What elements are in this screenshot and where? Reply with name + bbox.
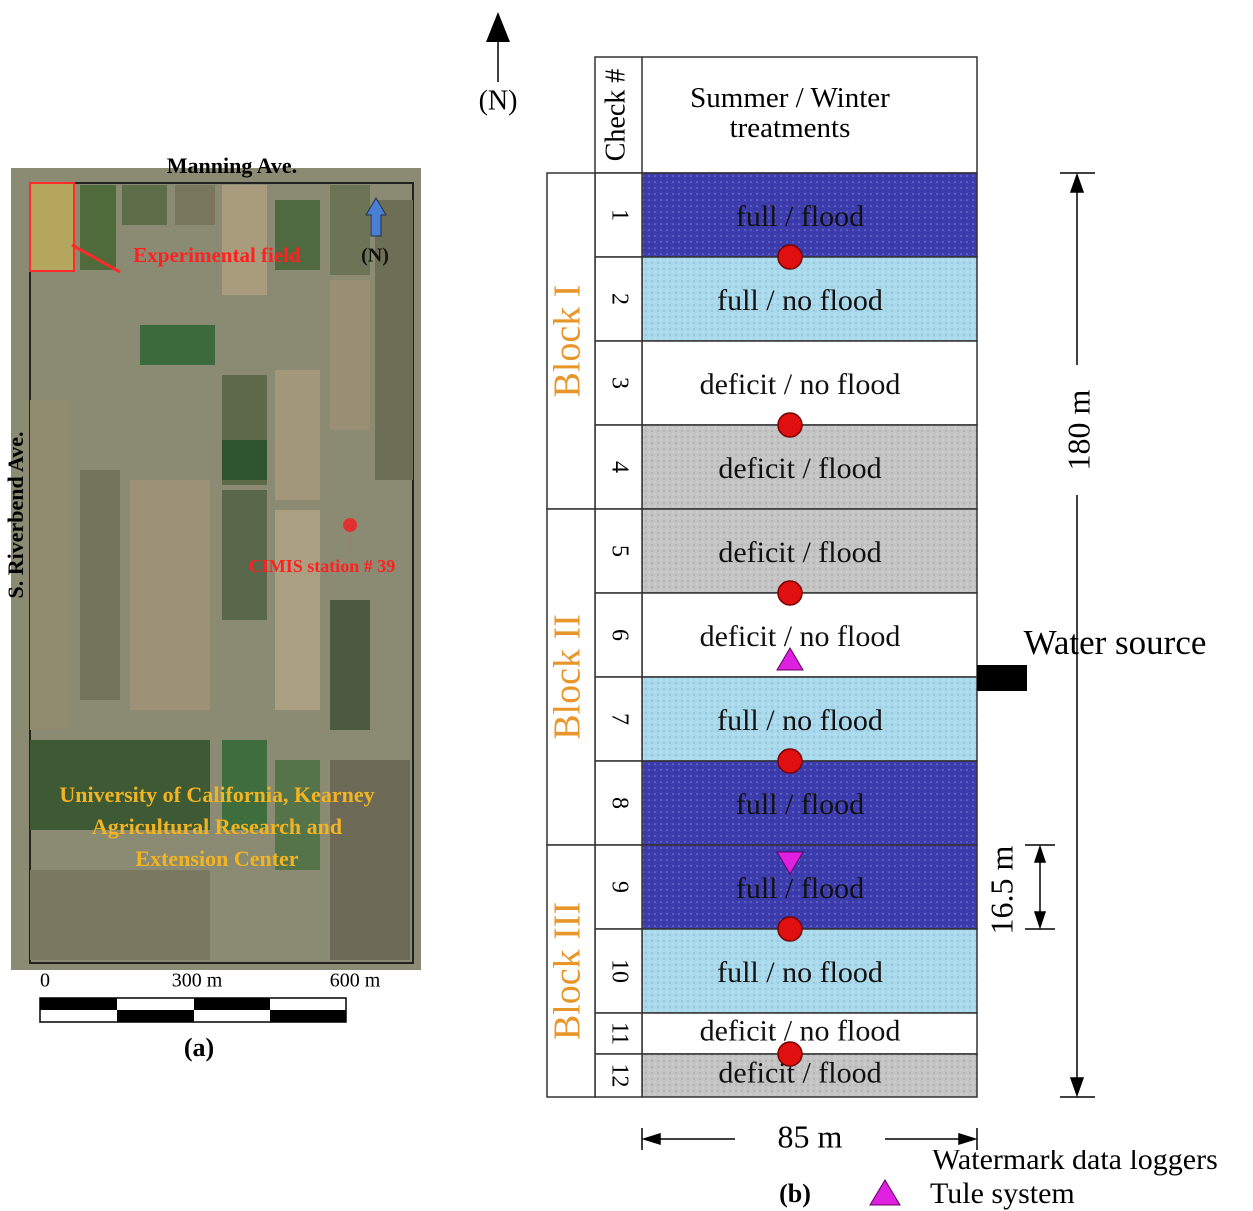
water-source-label: Water source bbox=[1024, 623, 1207, 662]
field-label: Experimental field bbox=[133, 243, 301, 267]
figure: Manning Ave. Experimental field (N) S. R… bbox=[0, 0, 1253, 1211]
treatment: deficit / flood bbox=[718, 536, 881, 569]
treatment: deficit / flood bbox=[718, 452, 881, 485]
scale-label: 600 m bbox=[330, 970, 381, 992]
north-label: (N) bbox=[479, 85, 518, 116]
data-logger bbox=[778, 1042, 802, 1066]
campus-label: Agricultural Research and bbox=[92, 814, 342, 839]
check-number: 4 bbox=[606, 461, 632, 473]
station-label: CIMIS station # 39 bbox=[249, 556, 396, 576]
data-logger bbox=[778, 749, 802, 773]
treatment: full / no flood bbox=[717, 704, 883, 737]
dimension-label: 85 m bbox=[778, 1118, 843, 1154]
data-logger bbox=[778, 245, 802, 269]
treatment: full / flood bbox=[736, 872, 864, 905]
caption: (b) bbox=[779, 1179, 811, 1208]
block-label: Block I bbox=[547, 285, 589, 398]
caption: (a) bbox=[184, 1033, 214, 1062]
legend-triangle bbox=[870, 1180, 900, 1205]
data-logger bbox=[778, 581, 802, 605]
check-number: 10 bbox=[606, 959, 632, 983]
dimension-label: 16.5 m bbox=[983, 845, 1019, 934]
campus-label: University of California, Kearney bbox=[59, 782, 374, 807]
north-label: (N) bbox=[361, 245, 389, 267]
scale-label: 300 m bbox=[172, 970, 223, 992]
check-number: 3 bbox=[606, 377, 632, 389]
data-logger bbox=[778, 917, 802, 941]
check-number: 9 bbox=[606, 881, 632, 893]
data-logger bbox=[778, 413, 802, 437]
block-label: Block III bbox=[547, 902, 589, 1040]
check-number: 1 bbox=[606, 209, 632, 221]
treatment: full / no flood bbox=[717, 956, 883, 989]
check-number: 2 bbox=[606, 293, 632, 305]
block-label: Block II bbox=[547, 614, 589, 740]
check-number: 11 bbox=[606, 1022, 632, 1045]
water-source-icon bbox=[977, 665, 1027, 691]
treatment: deficit / no flood bbox=[700, 620, 901, 653]
treatment: full / flood bbox=[736, 200, 864, 233]
dimension-16-5 bbox=[1025, 845, 1055, 929]
check-number: 6 bbox=[606, 629, 632, 641]
check-number: 7 bbox=[606, 713, 632, 725]
road-label: Manning Ave. bbox=[167, 153, 297, 178]
check-number: 8 bbox=[606, 797, 632, 809]
dimension-label: 180 m bbox=[1060, 389, 1096, 470]
scale-bar bbox=[40, 998, 346, 1022]
treatment: full / flood bbox=[736, 788, 864, 821]
legend-label: Tule system bbox=[930, 1177, 1075, 1210]
treatment: deficit / no flood bbox=[700, 368, 901, 401]
scale-label: 0 bbox=[40, 970, 50, 992]
check-number: 5 bbox=[606, 545, 632, 557]
cover bbox=[860, 1130, 1253, 1150]
north-arrow bbox=[486, 12, 510, 42]
campus-label: Extension Center bbox=[135, 846, 298, 871]
treatment: full / no flood bbox=[717, 284, 883, 317]
check-number: 12 bbox=[606, 1064, 632, 1088]
header-check: Check # bbox=[600, 69, 631, 162]
check-rows: 1 full / flood 2 full / no flood 3 deficit / … bbox=[547, 173, 977, 1097]
road-label: S. Riverbend Ave. bbox=[3, 431, 28, 598]
treatment: deficit / no flood bbox=[700, 1014, 901, 1047]
